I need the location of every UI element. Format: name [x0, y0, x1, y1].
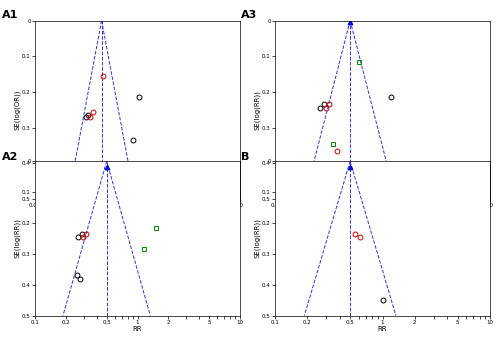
Text: A1: A1	[2, 10, 18, 20]
X-axis label: RR: RR	[133, 326, 142, 332]
Text: B: B	[240, 152, 249, 162]
Legend: PD-1 VS chemotherapy, PD-L1 VS chemotherapy: PD-1 VS chemotherapy, PD-L1 VS chemother…	[35, 231, 171, 248]
Y-axis label: SE(log(OR)): SE(log(OR))	[14, 90, 20, 130]
Y-axis label: SE(log(RR)): SE(log(RR))	[254, 218, 260, 258]
Text: A3: A3	[240, 10, 257, 20]
Y-axis label: SE(log(RR)): SE(log(RR))	[14, 218, 20, 258]
X-axis label: RR: RR	[378, 210, 387, 215]
X-axis label: RR: RR	[378, 326, 387, 332]
Text: A2: A2	[2, 152, 18, 162]
Legend: Nivolumab VS chemotherapy, Atezolizumab VS chemotherapy, Pembrolizumab VS chemot: Nivolumab VS chemotherapy, Atezolizumab …	[275, 231, 457, 256]
X-axis label: OR: OR	[132, 210, 142, 215]
Y-axis label: SE(log(RR)): SE(log(RR))	[254, 90, 260, 130]
